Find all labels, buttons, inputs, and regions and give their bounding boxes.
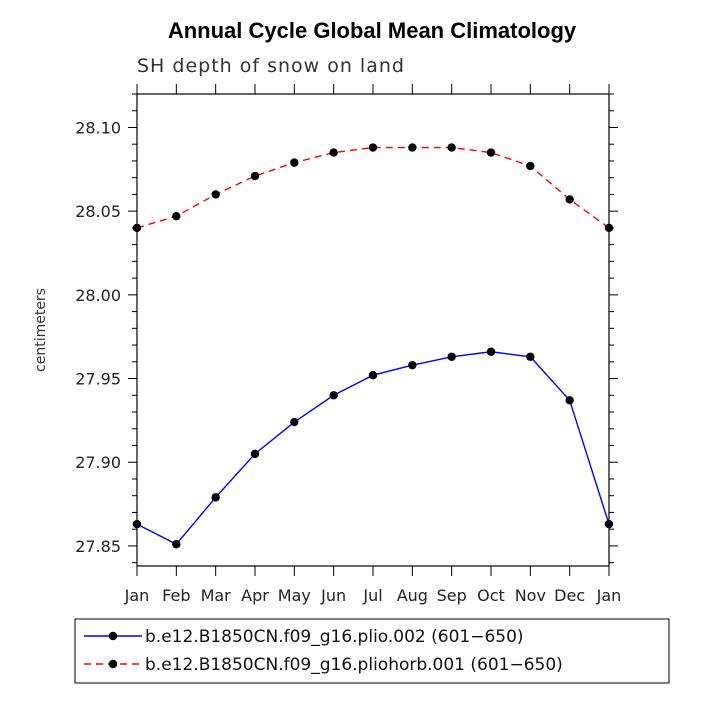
- y-tick-label: 28.00: [75, 286, 121, 305]
- legend-box: [74, 618, 670, 684]
- x-tick-label: Aug: [397, 586, 428, 605]
- series-1-point: [172, 540, 181, 549]
- legend-label-1: b.e12.B1850CN.f09_g16.plio.002 (601−650): [145, 627, 524, 647]
- x-tick-label: Jun: [320, 586, 346, 605]
- chart-title: Annual Cycle Global Mean Climatology: [168, 18, 577, 43]
- y-tick-label: 27.85: [75, 537, 121, 556]
- series-1-point: [486, 347, 496, 356]
- series-2-point: [368, 143, 378, 152]
- series-2-point: [290, 158, 299, 167]
- y-tick-label: 28.10: [75, 118, 121, 137]
- series-1-point: [132, 519, 142, 529]
- series-1-point: [604, 519, 614, 529]
- y-tick-label: 27.95: [75, 370, 121, 389]
- series-2-point: [250, 171, 260, 181]
- series-1-point: [368, 370, 378, 380]
- series-1-point: [250, 449, 260, 459]
- x-tick-label: Jan: [124, 586, 150, 605]
- series-2-point: [486, 148, 496, 157]
- x-tick-label: Apr: [241, 586, 269, 605]
- series-1-point: [408, 360, 417, 370]
- x-tick-label: Feb: [162, 586, 190, 605]
- legend-marker-2: [108, 659, 118, 669]
- series-1-point: [211, 493, 220, 502]
- series-2-point: [604, 223, 614, 233]
- series-line-1: [136, 351, 610, 546]
- series-2-point: [408, 143, 417, 152]
- series-1-point: [565, 396, 574, 405]
- series-2-point: [447, 143, 456, 152]
- series-line-2: [136, 146, 610, 229]
- series-2-point: [526, 161, 535, 171]
- plot-frame: [136, 93, 610, 567]
- y-axis-label: centimeters: [33, 288, 49, 372]
- x-tick-label: Nov: [515, 586, 546, 605]
- x-tick-label: Sep: [437, 586, 467, 605]
- series-2-point: [211, 190, 220, 199]
- x-tick-label: Dec: [554, 586, 585, 605]
- x-tick-label: Oct: [477, 586, 505, 605]
- x-tick-label: Jan: [596, 586, 622, 605]
- series-2-point: [565, 195, 574, 204]
- x-tick-label: Mar: [201, 586, 232, 605]
- series-1-point: [447, 352, 456, 361]
- series-2-point: [329, 148, 338, 157]
- series-2-point: [172, 211, 181, 221]
- legend-marker-1: [108, 631, 118, 641]
- x-tick-label: May: [278, 586, 311, 605]
- x-tick-label: Jul: [362, 586, 382, 605]
- series-2-point: [132, 223, 142, 233]
- legend-label-2: b.e12.B1850CN.f09_g16.pliohorb.001 (601−…: [145, 655, 563, 675]
- y-tick-label: 28.05: [75, 202, 121, 221]
- series-1-point: [329, 391, 338, 400]
- chart-subtitle: SH depth of snow on land: [137, 55, 405, 77]
- series-1-point: [526, 352, 535, 361]
- y-tick-label: 27.90: [75, 453, 121, 472]
- series-1-point: [290, 417, 299, 427]
